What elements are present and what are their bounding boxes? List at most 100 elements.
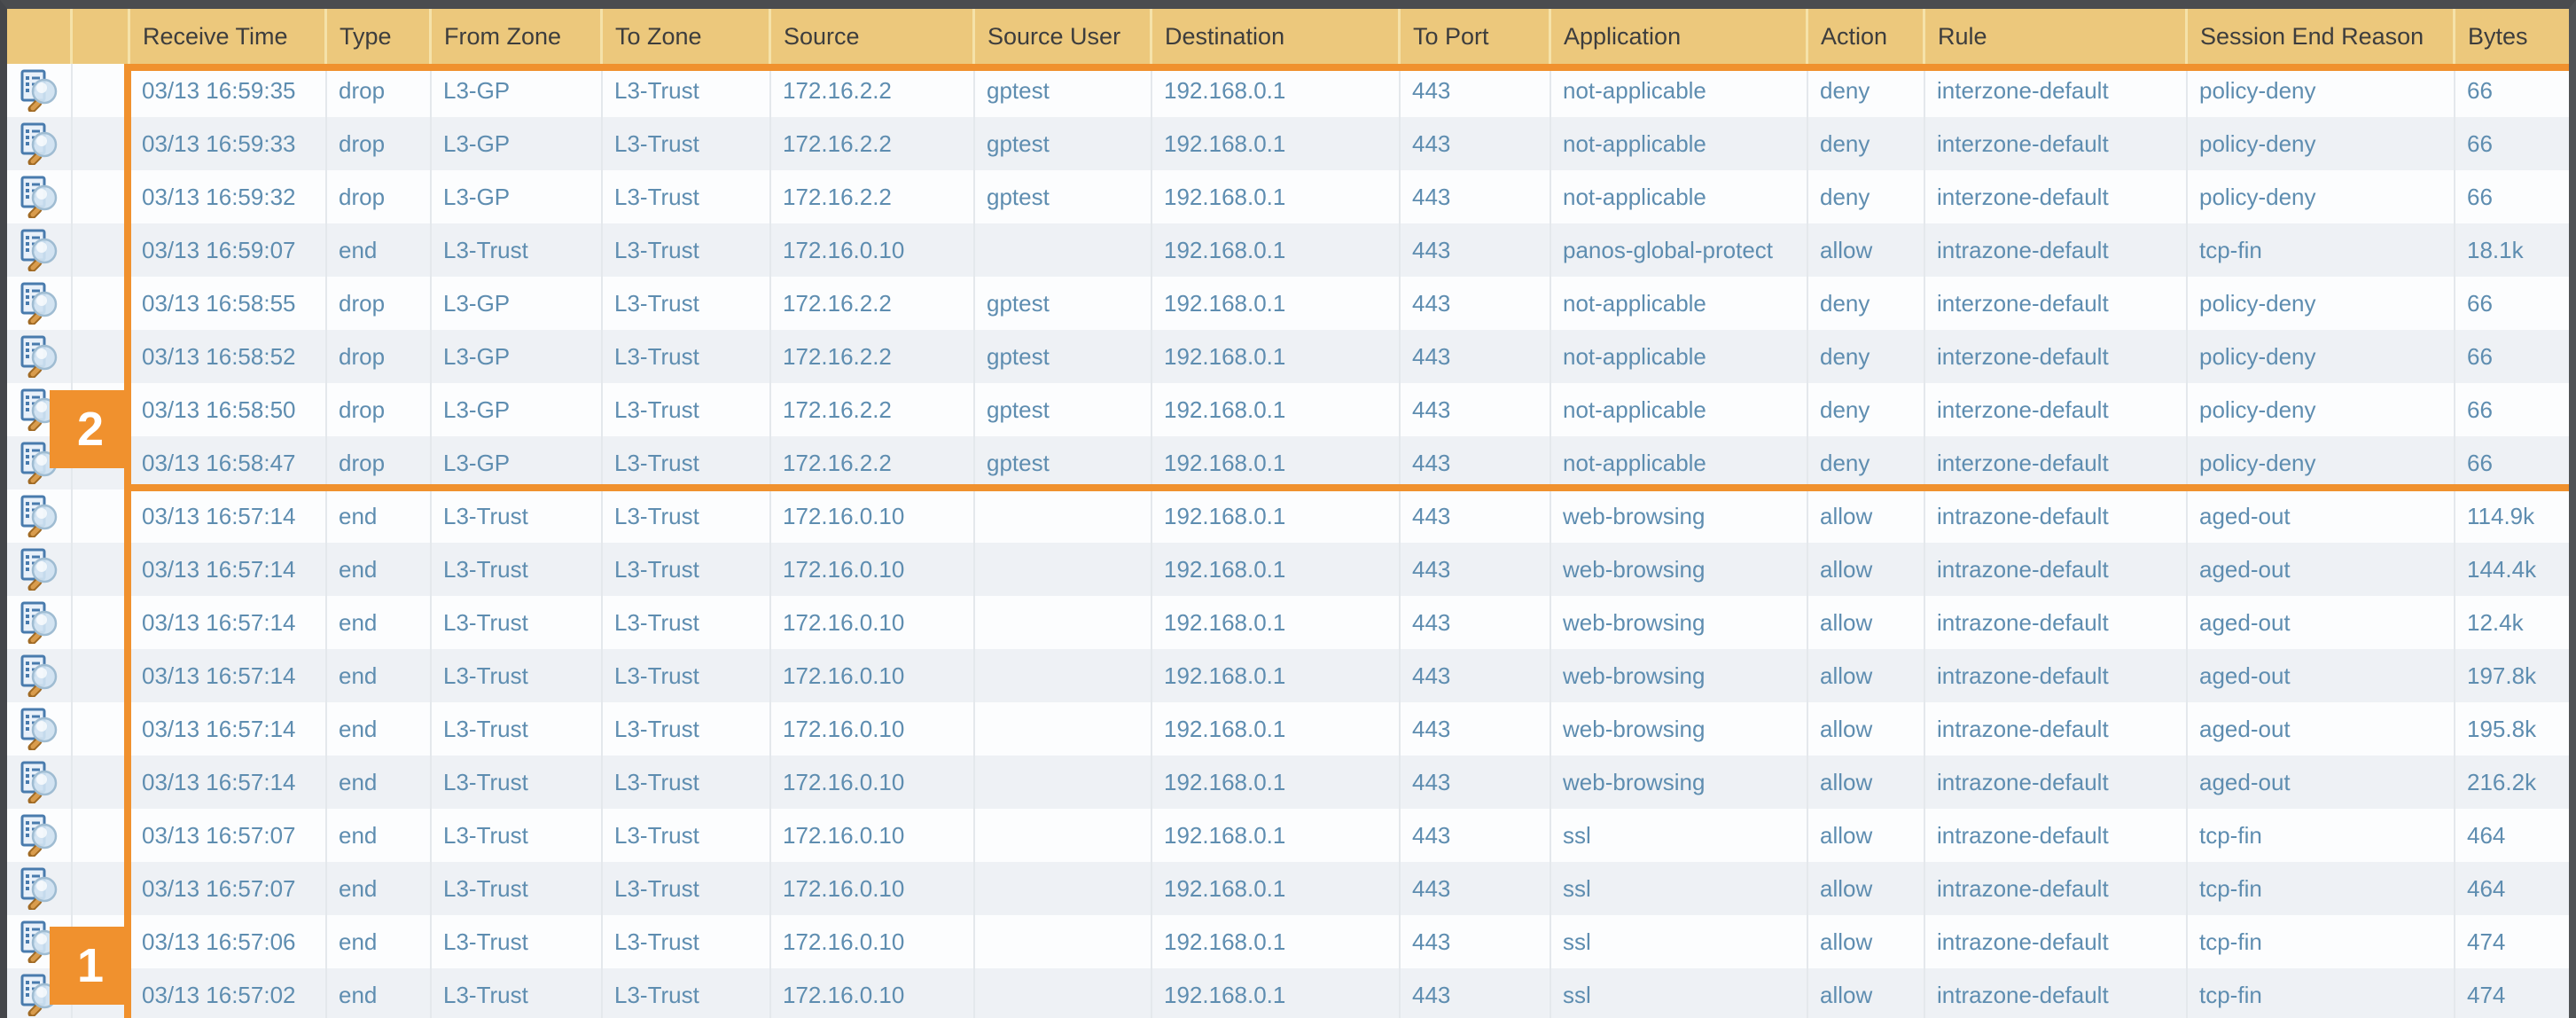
- cell-source-user: gptest: [975, 383, 1152, 436]
- column-header-to-zone[interactable]: To Zone: [603, 9, 771, 64]
- log-detail-cell: [7, 170, 73, 223]
- column-header-bytes[interactable]: Bytes: [2468, 22, 2528, 50]
- cell-action: allow: [1808, 862, 1925, 915]
- cell-bytes: 197.8k: [2467, 662, 2537, 689]
- cell-source: 172.16.2.2: [771, 117, 975, 170]
- column-header-type[interactable]: Type: [327, 9, 432, 64]
- log-detail-magnifier-icon: [20, 282, 58, 326]
- cell-action: allow: [1808, 968, 1925, 1018]
- cell-receive-time: 03/13 16:57:14: [130, 649, 327, 702]
- log-row: 03/13 16:59:33 drop L3-GP L3-Trust 172.16.2.…: [7, 117, 2569, 170]
- cell-source: 172.16.0.10: [771, 223, 975, 277]
- log-detail-button[interactable]: [20, 708, 59, 752]
- column-header-flag[interactable]: [73, 9, 130, 64]
- cell-source: 172.16.0.10: [771, 809, 975, 862]
- column-header-source[interactable]: Source: [771, 9, 975, 64]
- cell-from-zone: L3-GP: [432, 383, 603, 436]
- cell-action: allow: [1808, 702, 1925, 756]
- cell-application: not-applicable: [1551, 64, 1808, 117]
- cell-to-zone: L3-Trust: [603, 915, 771, 968]
- log-detail-button[interactable]: [20, 974, 59, 1018]
- log-detail-button[interactable]: [20, 654, 59, 699]
- cell-from-zone: L3-Trust: [432, 702, 603, 756]
- cell-type: end: [327, 809, 432, 862]
- log-detail-cell: [7, 436, 73, 489]
- cell-action: deny: [1808, 117, 1925, 170]
- cell-to-zone: L3-Trust: [603, 117, 771, 170]
- log-flag-cell: [73, 649, 130, 702]
- log-row: 03/13 16:57:14 end L3-Trust L3-Trust 172.16.…: [7, 489, 2569, 543]
- column-header-to-port[interactable]: To Port: [1401, 9, 1551, 64]
- log-detail-button[interactable]: [20, 814, 59, 858]
- log-detail-button[interactable]: [20, 388, 59, 433]
- log-flag-cell: [73, 702, 130, 756]
- cell-to-port: 443: [1401, 702, 1551, 756]
- column-header-detail-icon[interactable]: [7, 9, 73, 64]
- cell-rule: interzone-default: [1925, 436, 2188, 489]
- column-header-action[interactable]: Action: [1808, 9, 1925, 64]
- cell-session-end-reason: tcp-fin: [2188, 223, 2455, 277]
- cell-bytes: 12.4k: [2467, 608, 2524, 636]
- log-detail-button[interactable]: [20, 176, 59, 220]
- log-detail-button[interactable]: [20, 69, 59, 114]
- log-detail-button[interactable]: [20, 229, 59, 273]
- cell-to-zone: L3-Trust: [603, 436, 771, 489]
- cell-destination: 192.168.0.1: [1152, 756, 1401, 809]
- column-header-from-zone[interactable]: From Zone: [432, 9, 603, 64]
- cell-destination: 192.168.0.1: [1152, 489, 1401, 543]
- cell-rule: intrazone-default: [1925, 968, 2188, 1018]
- cell-source: 172.16.0.10: [771, 915, 975, 968]
- log-detail-magnifier-icon: [20, 920, 58, 965]
- column-header-rule[interactable]: Rule: [1925, 9, 2188, 64]
- log-detail-button[interactable]: [20, 548, 59, 592]
- cell-from-zone: L3-GP: [432, 330, 603, 383]
- cell-application: not-applicable: [1551, 277, 1808, 330]
- cell-from-zone: L3-GP: [432, 170, 603, 223]
- cell-source-user: gptest: [975, 64, 1152, 117]
- log-detail-button[interactable]: [20, 282, 59, 326]
- cell-from-zone: L3-Trust: [432, 756, 603, 809]
- cell-to-zone: L3-Trust: [603, 649, 771, 702]
- log-detail-cell: [7, 702, 73, 756]
- cell-destination: 192.168.0.1: [1152, 277, 1401, 330]
- log-detail-button[interactable]: [20, 442, 59, 486]
- cell-action: deny: [1808, 64, 1925, 117]
- cell-to-port: 443: [1401, 915, 1551, 968]
- cell-to-port: 443: [1401, 223, 1551, 277]
- cell-from-zone: L3-GP: [432, 436, 603, 489]
- log-detail-button[interactable]: [20, 495, 59, 539]
- column-header-session-end-reason[interactable]: Session End Reason: [2188, 9, 2455, 64]
- table-header-row: Receive Time Type From Zone To Zone Source So…: [7, 9, 2569, 64]
- log-detail-button[interactable]: [20, 761, 59, 805]
- column-header-application[interactable]: Application: [1551, 9, 1808, 64]
- cell-type: end: [327, 489, 432, 543]
- log-detail-button[interactable]: [20, 867, 59, 912]
- log-flag-cell: [73, 383, 130, 436]
- log-detail-button[interactable]: [20, 122, 59, 167]
- cell-rule: intrazone-default: [1925, 809, 2188, 862]
- cell-session-end-reason: aged-out: [2188, 702, 2455, 756]
- cell-bytes: 195.8k: [2467, 715, 2537, 742]
- log-detail-cell: [7, 968, 73, 1018]
- cell-source: 172.16.0.10: [771, 756, 975, 809]
- log-row: 03/13 16:57:14 end L3-Trust L3-Trust 172.16.…: [7, 596, 2569, 649]
- log-flag-cell: [73, 756, 130, 809]
- log-detail-button[interactable]: [20, 920, 59, 965]
- cell-rule: intrazone-default: [1925, 862, 2188, 915]
- cell-source-user: [975, 223, 1152, 277]
- cell-bytes: 114.9k: [2467, 502, 2535, 529]
- column-header-destination[interactable]: Destination: [1152, 9, 1401, 64]
- log-detail-button[interactable]: [20, 601, 59, 646]
- cell-source-user: [975, 915, 1152, 968]
- cell-to-port: 443: [1401, 543, 1551, 596]
- cell-session-end-reason: aged-out: [2188, 543, 2455, 596]
- cell-type: end: [327, 543, 432, 596]
- cell-from-zone: L3-Trust: [432, 223, 603, 277]
- cell-type: end: [327, 702, 432, 756]
- log-detail-magnifier-icon: [20, 335, 58, 380]
- cell-type: end: [327, 649, 432, 702]
- column-header-receive-time[interactable]: Receive Time: [130, 9, 327, 64]
- cell-application: ssl: [1551, 968, 1808, 1018]
- column-header-source-user[interactable]: Source User: [975, 9, 1152, 64]
- log-detail-button[interactable]: [20, 335, 59, 380]
